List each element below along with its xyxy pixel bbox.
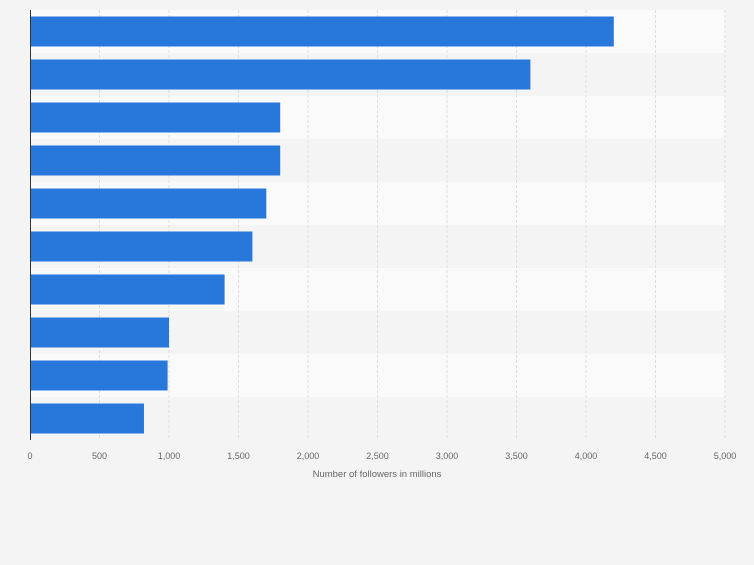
x-tick-label: 3,500	[505, 451, 528, 461]
x-tick-label: 2,500	[366, 451, 389, 461]
x-tick-label: 2,000	[297, 451, 320, 461]
bars	[30, 16, 614, 434]
x-tick-label: 4,000	[575, 451, 598, 461]
x-axis-title: Number of followers in millions	[313, 469, 442, 480]
bar[interactable]	[30, 145, 281, 176]
x-tick-label: 1,000	[158, 451, 181, 461]
x-tick-label: 4,500	[644, 451, 667, 461]
bar[interactable]	[30, 317, 169, 348]
bar[interactable]	[30, 102, 281, 133]
x-tick-label: 3,000	[436, 451, 459, 461]
x-tick-label: 0	[27, 451, 32, 461]
bar[interactable]	[30, 59, 531, 90]
bar[interactable]	[30, 16, 614, 47]
x-tick-label: 5,000	[714, 451, 737, 461]
x-tick-label: 500	[92, 451, 107, 461]
x-tick-labels: 0 500 1,000 1,500 2,000 2,500 3,000 3,500 4,000 4…	[27, 451, 736, 461]
bar[interactable]	[30, 188, 267, 219]
bar[interactable]	[30, 403, 144, 434]
x-tick-label: 1,500	[227, 451, 250, 461]
bar[interactable]	[30, 231, 253, 262]
bar[interactable]	[30, 360, 168, 391]
bar[interactable]	[30, 274, 225, 305]
